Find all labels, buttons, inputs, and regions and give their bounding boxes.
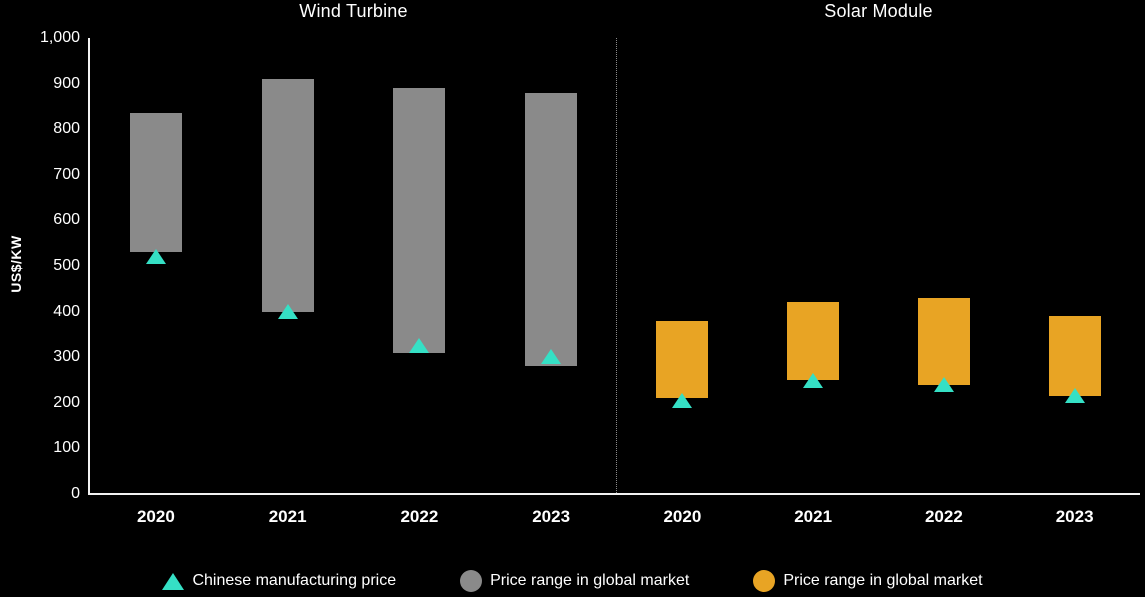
- legend-label: Price range in global market: [783, 572, 983, 589]
- x-tick-label: 2020: [136, 507, 175, 526]
- y-tick-label: 800: [53, 120, 80, 138]
- legend-label: Price range in global market: [490, 572, 690, 589]
- range-bar: [787, 302, 840, 380]
- y-tick-label: 900: [53, 74, 80, 92]
- y-tick-label: 600: [53, 211, 80, 229]
- triangle-marker-icon: [162, 572, 185, 590]
- range-bar: [129, 113, 182, 253]
- range-bar: [1048, 316, 1101, 396]
- y-tick-label: 700: [53, 165, 80, 183]
- y-tick-label: 300: [53, 348, 80, 366]
- marker-triangle: [541, 349, 562, 365]
- x-tick-label: 2023: [532, 507, 571, 526]
- range-bar: [656, 320, 709, 399]
- gray-circle-icon: [460, 570, 483, 592]
- y-tick-label: 500: [53, 257, 80, 274]
- panel-divider-line: [616, 38, 617, 493]
- marker-triangle: [933, 376, 954, 392]
- range-bar: [261, 79, 314, 312]
- marker-triangle: [145, 248, 166, 264]
- panel-title-solar-module: Solar Module: [824, 1, 933, 21]
- legend-item-solar-range: Price range in global market: [753, 570, 983, 592]
- y-tick-label: 100: [53, 439, 80, 457]
- y-tick-label: 0: [71, 485, 80, 502]
- orange-circle-icon: [753, 570, 776, 592]
- marker-triangle: [409, 337, 430, 353]
- range-bar: [393, 88, 446, 353]
- x-tick-label: 2021: [794, 507, 833, 526]
- legend-item-chinese-price: Chinese manufacturing price: [162, 572, 396, 590]
- x-tick-label: 2020: [663, 507, 702, 526]
- panel-title-wind-turbine: Wind Turbine: [299, 1, 408, 21]
- x-axis-line: [88, 493, 1140, 495]
- marker-triangle: [1064, 387, 1085, 403]
- x-tick-label: 2023: [1055, 507, 1094, 526]
- y-axis-line: [88, 38, 90, 495]
- x-tick-label: 2022: [924, 507, 963, 526]
- range-bar: [917, 297, 970, 385]
- marker-triangle: [277, 303, 298, 319]
- range-bar: [525, 92, 578, 367]
- legend: Chinese manufacturing price Price range …: [0, 570, 1145, 592]
- marker-triangle: [803, 372, 824, 388]
- y-tick-label: 1,000: [39, 29, 80, 46]
- x-tick-label: 2021: [268, 507, 307, 526]
- legend-label: Chinese manufacturing price: [192, 572, 397, 589]
- y-tick-label: 400: [53, 302, 80, 320]
- legend-item-wind-range: Price range in global market: [460, 570, 689, 592]
- y-tick-label: 200: [53, 393, 80, 411]
- marker-triangle: [672, 392, 693, 408]
- x-tick-label: 2022: [400, 507, 439, 526]
